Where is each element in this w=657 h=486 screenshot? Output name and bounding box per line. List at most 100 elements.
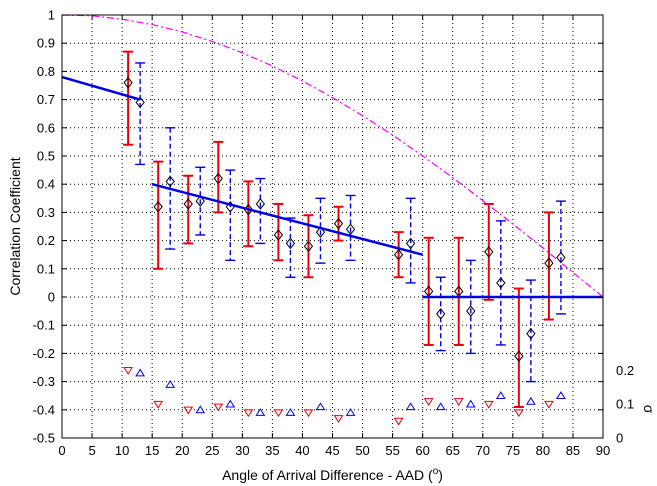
blue-series-point bbox=[466, 305, 476, 317]
sigma-red-point bbox=[453, 398, 464, 406]
x-tick-label: 0 bbox=[58, 443, 65, 458]
red-series-point bbox=[183, 198, 193, 210]
y-axis-label: Correlation Coefficient bbox=[7, 157, 23, 295]
y-tick-label: -0.4 bbox=[33, 402, 55, 417]
y-tick-label: 1 bbox=[48, 8, 55, 23]
sigma-red-point bbox=[213, 403, 224, 412]
sigma-blue-point bbox=[135, 368, 146, 377]
x-tick-label: 20 bbox=[175, 443, 189, 458]
sigma-red-point bbox=[273, 409, 284, 418]
y-tick-label: 0 bbox=[48, 290, 55, 305]
sigma-blue-point bbox=[225, 399, 236, 408]
sigma-red-point bbox=[333, 415, 344, 423]
x-tick-label: 35 bbox=[265, 443, 279, 458]
sigma-red-point bbox=[543, 400, 554, 409]
sigma-blue-point bbox=[556, 391, 566, 399]
blue-series-point bbox=[165, 175, 175, 188]
y2-axis-label: σ bbox=[641, 405, 657, 414]
x-tick-label: 60 bbox=[415, 443, 429, 458]
y-tick-label: 0.8 bbox=[37, 64, 55, 79]
sigma-blue-point bbox=[165, 379, 176, 388]
grid bbox=[62, 15, 603, 438]
x-tick-label: 45 bbox=[325, 443, 339, 458]
red-series-point bbox=[123, 76, 133, 89]
blue-series-point bbox=[135, 96, 145, 109]
blue-series-point bbox=[285, 237, 296, 250]
blue-series-point bbox=[526, 327, 536, 340]
x-tick-label: 75 bbox=[506, 443, 520, 458]
y-tick-label: 0.2 bbox=[37, 233, 55, 248]
blue-series-point bbox=[436, 308, 446, 320]
sigma-blue-point bbox=[195, 405, 206, 414]
sigma-blue-point bbox=[465, 399, 476, 408]
y-tick-label: 0.4 bbox=[37, 177, 55, 192]
sigma-red-point bbox=[423, 398, 434, 406]
y-tick-label: 0.3 bbox=[37, 205, 55, 220]
sigma-red-point bbox=[243, 409, 254, 418]
series-layer bbox=[61, 14, 604, 426]
blue-series-point bbox=[406, 237, 416, 250]
x-tick-label: 40 bbox=[295, 443, 309, 458]
y2-tick-label: 0 bbox=[616, 431, 623, 446]
red-series-point bbox=[303, 240, 314, 253]
x-tick-label: 90 bbox=[596, 443, 610, 458]
sigma-red-point bbox=[303, 409, 314, 418]
sigma-blue-point bbox=[435, 402, 446, 411]
red-series-point bbox=[153, 200, 163, 213]
x-tick-label: 10 bbox=[115, 443, 129, 458]
x-tick-label: 50 bbox=[355, 443, 369, 458]
red-series-point bbox=[514, 350, 524, 363]
y-tick-label: -0.2 bbox=[33, 346, 55, 361]
x-tick-label: 70 bbox=[476, 443, 490, 458]
ticks: 0 5 10 15 20 25 30 35 40 45 50 55 60 65 70 75 80 85 90-0.5… bbox=[33, 8, 634, 459]
red-series-point bbox=[544, 257, 554, 269]
sigma-blue-point bbox=[285, 408, 296, 416]
x-tick-label: 5 bbox=[88, 443, 95, 458]
x-tick-label: 55 bbox=[385, 443, 399, 458]
cosine-reference-curve bbox=[61, 14, 604, 298]
blue-series-point bbox=[315, 226, 326, 238]
y-tick-label: 0.1 bbox=[37, 261, 55, 276]
sigma-blue-point bbox=[495, 391, 506, 399]
blue-series-point bbox=[496, 277, 506, 289]
x-tick-label: 30 bbox=[235, 443, 249, 458]
x-tick-label: 25 bbox=[205, 443, 219, 458]
blue-series-point bbox=[556, 251, 566, 264]
y-tick-label: 0.9 bbox=[37, 36, 55, 51]
y2-tick-label: 0.2 bbox=[616, 363, 634, 378]
sigma-red-point bbox=[393, 417, 404, 426]
fit-line-segment bbox=[61, 75, 141, 101]
sigma-blue-point bbox=[255, 408, 266, 416]
sigma-red-point bbox=[153, 400, 164, 409]
y-tick-label: -0.3 bbox=[33, 374, 55, 389]
y-tick-label: 0.5 bbox=[37, 149, 55, 164]
blue-series-point bbox=[255, 198, 266, 210]
y2-tick-label: 0.1 bbox=[616, 397, 634, 412]
fit-line-segment bbox=[151, 182, 423, 256]
sigma-blue-point bbox=[345, 408, 356, 416]
y-tick-label: 0.6 bbox=[37, 120, 55, 135]
x-tick-label: 65 bbox=[445, 443, 459, 458]
sigma-red-point bbox=[483, 400, 494, 409]
x-axis-label: Angle of Arrival Difference - AAD (o) bbox=[222, 466, 443, 483]
red-series-point bbox=[273, 229, 284, 241]
y-tick-label: -0.5 bbox=[33, 431, 55, 446]
red-series-point bbox=[333, 217, 344, 230]
sigma-red-point bbox=[123, 367, 134, 375]
blue-series-point bbox=[195, 195, 205, 207]
y-tick-label: -0.1 bbox=[33, 318, 55, 333]
sigma-blue-point bbox=[405, 402, 416, 411]
red-series-point bbox=[393, 248, 404, 261]
x-tick-label: 85 bbox=[566, 443, 580, 458]
red-series-point bbox=[484, 246, 494, 258]
x-tick-label: 80 bbox=[536, 443, 550, 458]
sigma-blue-point bbox=[315, 402, 326, 411]
red-series-point bbox=[213, 172, 223, 185]
x-tick-label: 15 bbox=[145, 443, 159, 458]
sigma-blue-point bbox=[525, 396, 536, 405]
blue-series-point bbox=[345, 223, 356, 236]
y-tick-label: 0.7 bbox=[37, 92, 55, 107]
sigma-red-point bbox=[183, 406, 194, 415]
sigma-red-point bbox=[513, 409, 524, 418]
